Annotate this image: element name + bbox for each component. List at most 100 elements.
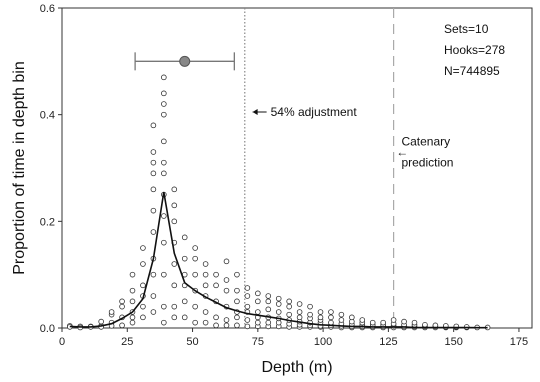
scatter-point <box>129 319 136 326</box>
stat-label: N=744895 <box>444 64 500 78</box>
scatter-point <box>244 293 251 299</box>
scatter-point <box>338 317 345 323</box>
scatter-point <box>296 301 303 307</box>
plot-frame <box>61 7 533 329</box>
annotation-arrow: ← <box>396 145 408 159</box>
scatter-point <box>150 186 157 193</box>
scatter-point <box>244 323 251 330</box>
mean-line-group <box>69 191 488 329</box>
scatter-point <box>161 213 167 219</box>
y-tick-label: 0.0 <box>40 323 55 335</box>
scatter-point <box>223 287 230 294</box>
scatter-point <box>181 298 188 305</box>
stats-box: Sets=10 Hooks=278 N=744895 <box>444 22 505 78</box>
scatter-point <box>108 309 115 315</box>
scatter-point <box>161 239 167 246</box>
scatter-point <box>286 298 292 305</box>
scatter-point <box>380 319 386 326</box>
scatter-point <box>275 309 282 315</box>
scatter-point <box>181 314 188 321</box>
scatter-point <box>171 314 178 321</box>
x-tick-label: 50 <box>186 336 198 348</box>
scatter-point <box>275 295 282 302</box>
scatter-point <box>161 271 167 278</box>
scatter-point <box>275 301 282 307</box>
scatter-point <box>161 159 167 166</box>
scatter-point <box>213 314 219 321</box>
scatter-point <box>98 318 104 325</box>
scatter-point <box>192 245 198 251</box>
scatter-point <box>328 314 334 321</box>
scatter-point <box>161 111 167 118</box>
reference-lines <box>244 8 395 328</box>
scatter-point <box>202 261 209 267</box>
scatter-point <box>307 311 313 318</box>
annotation-arrowhead <box>252 109 258 115</box>
scatter-point <box>328 309 334 315</box>
scatter-point <box>140 282 146 289</box>
y-tick-label: 0.6 <box>40 3 55 15</box>
scatter-point <box>390 317 397 323</box>
x-tick-label: 0 <box>59 336 65 348</box>
scatter-point <box>223 258 230 265</box>
scatter-point <box>202 271 209 278</box>
x-tick-label: 75 <box>252 336 264 348</box>
y-tick-label: 0.2 <box>40 216 55 228</box>
scatter-point <box>349 314 355 321</box>
scatter-point <box>192 255 198 262</box>
scatter-point <box>140 245 146 251</box>
scatter-point <box>119 303 125 310</box>
scatter-point <box>307 303 313 310</box>
scatter-point <box>140 303 146 310</box>
scatter-point <box>161 138 167 145</box>
scatter-point <box>181 255 188 262</box>
scatter-point <box>192 319 198 326</box>
scatter-point <box>202 309 209 315</box>
scatter-point <box>244 285 251 291</box>
scatter-point <box>234 287 240 294</box>
annotations: 54% adjustment Catenary prediction← <box>252 105 453 170</box>
scatter-point <box>150 271 157 278</box>
scatter-point <box>234 298 240 305</box>
scatter-point <box>150 229 157 235</box>
scatter-point <box>161 74 167 81</box>
scatter-point <box>328 319 334 326</box>
scatter-point <box>119 298 125 305</box>
stat-label: Sets=10 <box>444 22 489 36</box>
scatter-point <box>150 122 157 129</box>
scatter-point <box>202 319 209 326</box>
plot-area-border <box>61 7 533 329</box>
scatter-point <box>255 298 261 305</box>
scatter-point <box>129 271 136 278</box>
scatter-point <box>150 309 157 315</box>
x-axis-label: Depth (m) <box>261 359 332 376</box>
scatter-point <box>255 319 261 326</box>
annotation-text: 54% adjustment <box>271 105 358 119</box>
scatter-point <box>181 234 188 241</box>
scatter-point <box>265 306 272 313</box>
scatter-point <box>359 317 366 323</box>
scatter-point <box>411 319 418 326</box>
scatter-point <box>244 303 251 310</box>
scatter-point <box>161 90 167 97</box>
scatter-point <box>369 319 376 326</box>
scatter-point <box>171 218 178 225</box>
axes: 0 25 50 75 100 125 150 175 0.0 0.2 0.4 0.6 Depth (m)… <box>11 3 528 376</box>
scatter-point <box>171 202 178 209</box>
scatter-point <box>338 311 345 318</box>
scatter-point <box>234 314 240 321</box>
scatter-point <box>265 298 272 305</box>
scatter-point <box>286 303 292 310</box>
scatter-point <box>150 293 157 299</box>
scatter-point <box>317 309 324 315</box>
x-tick-label: 125 <box>379 336 397 348</box>
scatter-point <box>171 303 178 310</box>
scatter-point <box>161 319 167 326</box>
x-tick-label: 175 <box>510 336 528 348</box>
scatter-point <box>223 317 230 323</box>
scatter-point <box>150 149 157 155</box>
scatter-point <box>171 282 178 289</box>
scatter-point <box>422 321 428 328</box>
scatter-point <box>255 290 261 297</box>
